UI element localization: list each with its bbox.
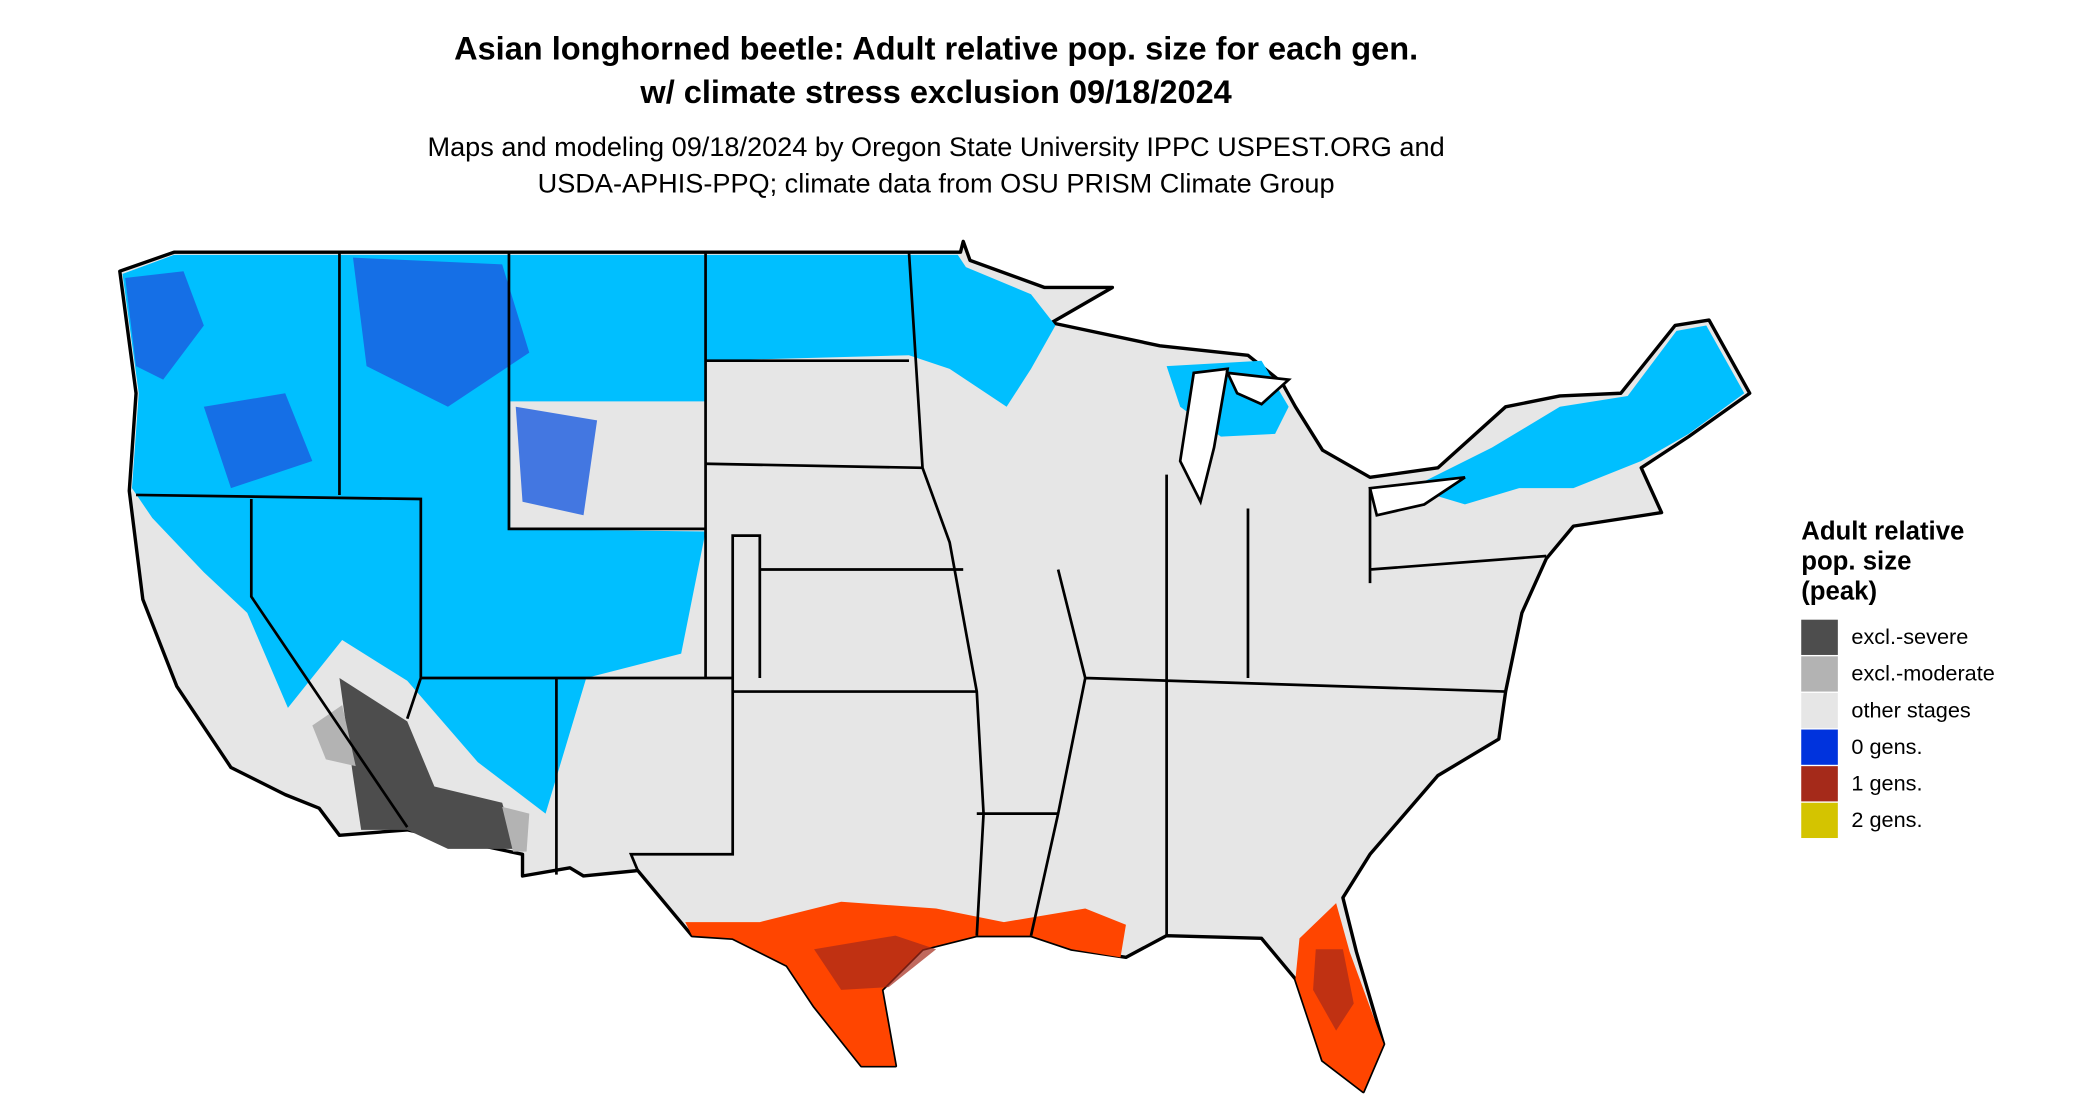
legend-swatch xyxy=(1801,692,1838,729)
state-borders xyxy=(136,252,1547,936)
climate-zone-1 xyxy=(685,901,1126,1066)
legend-label: excl.-moderate xyxy=(1851,661,1994,686)
legend-label: 1 gens. xyxy=(1851,771,1922,796)
subtitle-line: Maps and modeling 09/18/2024 by Oregon S… xyxy=(428,131,1445,162)
legend-label: 2 gens. xyxy=(1851,807,1922,832)
climate-zone-1-dark xyxy=(814,935,1354,1031)
legend-title: (peak) xyxy=(1801,577,1877,605)
title-line: Asian longhorned beetle: Adult relative … xyxy=(454,31,1418,67)
state-border xyxy=(705,252,1547,936)
legend-title: pop. size xyxy=(1801,548,1911,576)
legend-label: other stages xyxy=(1851,697,1971,722)
legend-swatch xyxy=(1801,656,1838,692)
climate-zone-0 xyxy=(122,254,1056,814)
great-lake xyxy=(1178,367,1466,517)
title-line: w/ climate stress exclusion 09/18/2024 xyxy=(639,74,1231,110)
legend-swatch xyxy=(1801,729,1838,765)
us-map xyxy=(118,239,1752,1094)
legend-label: excl.-severe xyxy=(1851,624,1968,649)
climate-zone-0 xyxy=(1410,325,1745,505)
subtitle-line: USDA-APHIS-PPQ; climate data from OSU PR… xyxy=(538,168,1335,199)
legend-swatch xyxy=(1801,766,1838,802)
climate-zone-0-dark xyxy=(125,257,598,516)
legend-swatch xyxy=(1801,802,1838,839)
legend-title: Adult relative xyxy=(1801,518,1964,546)
legend-swatch xyxy=(1801,619,1838,655)
legend-label: 0 gens. xyxy=(1851,734,1922,759)
excluded-severe xyxy=(339,678,516,849)
